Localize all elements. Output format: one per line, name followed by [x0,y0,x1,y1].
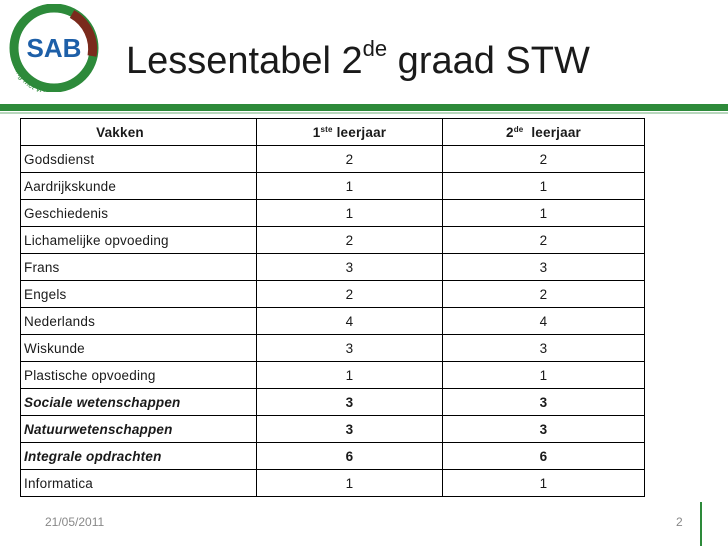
leerjaar-2-cell: 1 [442,172,645,200]
leerjaar-2-cell: 2 [442,145,645,173]
table-row: Geschiedenis 1 1 [20,199,645,227]
leerjaar-2-cell: 3 [442,253,645,281]
leerjaar-2-cell: 1 [442,199,645,227]
vak-cell: Frans [20,253,257,281]
table-row: Nederlands 4 4 [20,307,645,335]
logo-inner-disc [23,17,85,79]
table-row: Sociale wetenschappen 3 3 [20,388,645,416]
leerjaar-2-cell: 2 [442,280,645,308]
table-row: Plastische opvoeding 1 1 [20,361,645,389]
footer-date: 21/05/2011 [45,515,105,529]
leerjaar-1-cell: 3 [256,415,443,443]
table-row: Informatica 1 1 [20,469,645,497]
vak-cell: Nederlands [20,307,257,335]
leerjaar-2-cell: 4 [442,307,645,335]
vak-cell: Lichamelijke opvoeding [20,226,257,254]
leerjaar-2-cell: 2 [442,226,645,254]
title-divider-light [0,112,728,114]
title-main: Lessentabel 2 [126,40,363,82]
table-row: Wiskunde 3 3 [20,334,645,362]
leerjaar-1-cell: 1 [256,172,443,200]
vak-cell: Engels [20,280,257,308]
lessentabel-table: Vakken 1ste leerjaar 2de leerjaar Godsdi… [20,118,645,497]
leerjaar-1-cell: 1 [256,469,443,497]
sab-logo: SAB vorming met visie [9,4,99,92]
table-header-row: Vakken 1ste leerjaar 2de leerjaar [20,118,645,146]
vak-cell: Aardrijkskunde [20,172,257,200]
leerjaar-1-cell: 3 [256,388,443,416]
footer-page-number: 2 [676,515,683,529]
leerjaar-1-cell: 4 [256,307,443,335]
leerjaar-1-cell: 2 [256,280,443,308]
table-row: Natuurwetenschappen 3 3 [20,415,645,443]
logo-text: SAB [27,33,82,63]
vak-cell: Plastische opvoeding [20,361,257,389]
vak-cell: Informatica [20,469,257,497]
leerjaar-1-cell: 6 [256,442,443,470]
footer-accent-bar [700,502,702,546]
header-vakken: Vakken [20,118,257,146]
leerjaar-2-cell: 3 [442,388,645,416]
table-row: Integrale opdrachten 6 6 [20,442,645,470]
leerjaar-2-cell: 3 [442,334,645,362]
title-divider [0,104,728,111]
leerjaar-1-cell: 1 [256,361,443,389]
leerjaar-1-cell: 2 [256,226,443,254]
table-row: Godsdienst 2 2 [20,145,645,173]
table-row: Engels 2 2 [20,280,645,308]
header-leerjaar-1: 1ste leerjaar [256,118,443,146]
leerjaar-1-cell: 2 [256,145,443,173]
vak-cell: Sociale wetenschappen [20,388,257,416]
leerjaar-2-cell: 1 [442,361,645,389]
vak-cell: Geschiedenis [20,199,257,227]
leerjaar-2-cell: 6 [442,442,645,470]
page-title: Lessentabel 2de graad STW [126,38,590,83]
title-superscript: de [362,36,388,61]
title-rest: graad STW [387,40,590,82]
table-row: Frans 3 3 [20,253,645,281]
vak-cell: Godsdienst [20,145,257,173]
leerjaar-2-cell: 1 [442,469,645,497]
table-row: Lichamelijke opvoeding 2 2 [20,226,645,254]
table-row: Aardrijkskunde 1 1 [20,172,645,200]
logo-accent-arc [69,10,98,57]
vak-cell: Wiskunde [20,334,257,362]
vak-cell: Integrale opdrachten [20,442,257,470]
leerjaar-1-cell: 1 [256,199,443,227]
header-leerjaar-2: 2de leerjaar [442,118,645,146]
vak-cell: Natuurwetenschappen [20,415,257,443]
leerjaar-1-cell: 3 [256,334,443,362]
leerjaar-1-cell: 3 [256,253,443,281]
leerjaar-2-cell: 3 [442,415,645,443]
